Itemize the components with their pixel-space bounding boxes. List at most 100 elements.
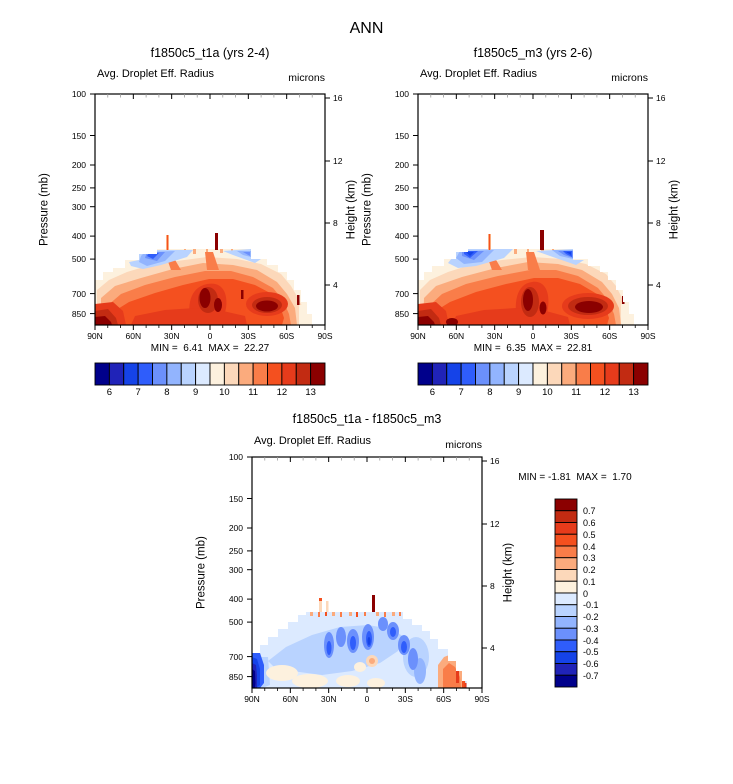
contour-shape <box>214 298 222 312</box>
pressure-tick-label: 150 <box>394 130 409 141</box>
contour-shape <box>372 595 375 612</box>
contour-shape <box>243 252 250 256</box>
figure-title: ANN <box>349 20 384 37</box>
spikes-t1a <box>166 233 218 250</box>
spikes-m3 <box>488 230 544 250</box>
contour-shape <box>166 362 182 386</box>
contour-shape <box>152 362 168 386</box>
diff-colorbar-tick-label: -0.7 <box>583 670 599 681</box>
x-tick-label: 90N <box>410 331 426 341</box>
contour-shape <box>392 612 395 616</box>
contour-shape <box>466 252 474 256</box>
height-tick-label: 8 <box>490 581 495 591</box>
axes-t1a <box>90 93 330 330</box>
pressure-tick-label: 700 <box>228 651 243 662</box>
contour-shape <box>349 612 352 616</box>
contour-shape <box>575 362 591 386</box>
contour-shape <box>256 300 278 312</box>
contour-shape <box>252 362 268 386</box>
contour-shape <box>462 678 465 688</box>
panel-subtitle-diff: Avg. Droplet Eff. Radius <box>254 435 371 447</box>
contour-shape <box>399 612 401 616</box>
contour-shape <box>297 295 300 305</box>
contour-shape <box>326 641 332 655</box>
colorbar-tick-label: 10 <box>542 387 553 398</box>
contour-shape <box>554 557 578 570</box>
colorbar-tick-label: 6 <box>106 387 113 398</box>
contour-shape <box>422 626 425 630</box>
panel-title-diff: f1850c5_t1a - f1850c5_m3 <box>292 412 442 426</box>
pressure-tick-label: 200 <box>71 160 86 170</box>
pressure-tick-label: 250 <box>71 182 86 193</box>
height-axis-title: Height (km) <box>502 542 515 602</box>
pressure-tick-label: 500 <box>228 617 243 628</box>
contour-shape <box>540 230 544 250</box>
panel-stats-t1a: MIN = 6.41 MAX = 22.27 <box>150 343 270 354</box>
x-tick-label: 60S <box>436 694 452 704</box>
contour-shape <box>554 627 578 641</box>
panel-subtitle-m3: Avg. Droplet Eff. Radius <box>420 68 537 80</box>
pressure-tick-label: 250 <box>394 182 409 193</box>
contour-shape <box>193 249 196 254</box>
plot-t1a <box>90 93 330 330</box>
contour-shape <box>554 533 578 547</box>
x-tick-label: 60N <box>448 331 465 341</box>
contour-shape <box>199 288 211 308</box>
x-tick-label: 0 <box>364 694 370 704</box>
pressure-tick-label: 200 <box>228 523 243 533</box>
contour-shape <box>418 316 435 325</box>
colorbar-diff <box>554 498 578 688</box>
pressure-tick-label: 300 <box>71 201 86 212</box>
contour-shape <box>147 253 159 259</box>
diff-colorbar-tick-label: 0.1 <box>583 576 596 587</box>
colorbar-t1a <box>94 362 326 386</box>
contour-shape <box>209 362 225 386</box>
panel-title-m3: f1850c5_m3 (yrs 2-6) <box>473 46 593 60</box>
colorbar-tick-label: 6 <box>429 387 436 398</box>
contour-shape <box>554 663 578 676</box>
height-tick-label: 8 <box>656 218 661 228</box>
contour-shape <box>384 612 386 617</box>
contour-shape <box>137 362 153 386</box>
contour-shape <box>336 627 346 647</box>
panel-units-t1a: microns <box>288 72 325 84</box>
contour-shape <box>554 510 578 523</box>
contour-shape <box>575 301 603 313</box>
panel-stats-diff: MIN = -1.81 MAX = 1.70 <box>518 472 632 483</box>
pressure-tick-label: 100 <box>228 452 243 462</box>
height-tick-label: 8 <box>333 218 338 228</box>
contour-shape <box>417 362 433 386</box>
contour-shape <box>532 362 548 386</box>
contour-shape <box>299 305 312 325</box>
contour-shape <box>326 601 329 612</box>
panel-title-t1a: f1850c5_t1a (yrs 2-4) <box>150 46 270 60</box>
contour-shape <box>378 617 388 631</box>
pressure-tick-label: 300 <box>228 564 243 575</box>
colorbar-tick-label: 12 <box>599 387 611 398</box>
pressure-tick-label: 150 <box>228 493 243 504</box>
colorbar-tick-label: 10 <box>219 387 230 398</box>
pressure-axis-title: Pressure (mb) <box>38 172 51 246</box>
pressure-tick-label: 700 <box>394 288 409 299</box>
height-tick-label: 16 <box>656 93 666 103</box>
contour-field-m3 <box>418 249 634 325</box>
x-tick-label: 30S <box>563 331 579 341</box>
height-tick-label: 4 <box>490 643 495 653</box>
contour-shape <box>460 362 476 386</box>
contour-shape <box>266 665 298 681</box>
x-tick-label: 90S <box>640 331 656 341</box>
contour-shape <box>310 612 313 616</box>
contour-shape <box>369 658 375 664</box>
diff-colorbar-tick-label: -0.3 <box>583 623 599 634</box>
pressure-tick-label: 200 <box>394 160 409 170</box>
contour-shape <box>195 362 211 386</box>
contour-shape <box>94 362 110 386</box>
contour-shape <box>180 362 197 386</box>
contour-shape <box>131 308 247 325</box>
colorbar-tick-label: 9 <box>192 387 199 398</box>
plot-diff <box>247 456 487 693</box>
pressure-tick-label: 400 <box>394 231 409 242</box>
contour-shape <box>310 362 326 386</box>
contour-shape <box>514 249 517 254</box>
